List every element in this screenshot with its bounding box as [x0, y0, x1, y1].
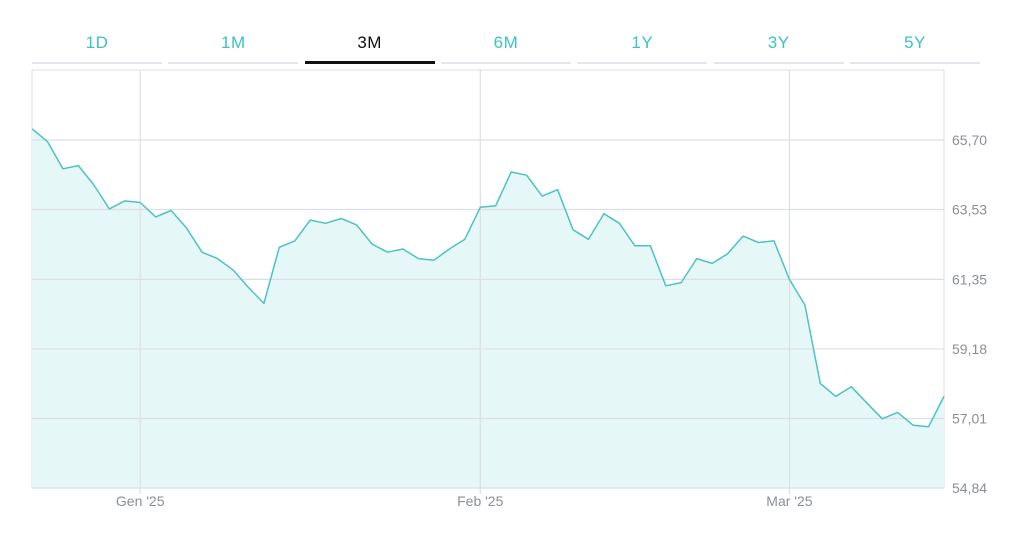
data-point: [31, 128, 33, 130]
y-tick-label: 59,18: [952, 341, 987, 357]
data-point: [247, 286, 249, 288]
data-point: [557, 189, 559, 191]
data-point: [665, 285, 667, 287]
data-point: [541, 195, 543, 197]
data-point: [186, 227, 188, 229]
data-point: [510, 171, 512, 173]
data-point: [866, 402, 868, 404]
data-point: [371, 243, 373, 245]
tab-label: 3Y: [767, 33, 790, 52]
tab-label: 3M: [357, 32, 382, 52]
data-point: [433, 259, 435, 261]
y-tick-label: 65,70: [952, 132, 987, 148]
data-point: [278, 246, 280, 248]
data-point: [139, 202, 141, 204]
data-point: [850, 386, 852, 388]
data-point: [588, 238, 590, 240]
tab-5y[interactable]: 5Y: [849, 24, 980, 64]
data-point: [201, 251, 203, 253]
data-point: [649, 245, 651, 247]
data-point: [479, 206, 481, 208]
data-point: [62, 168, 64, 170]
x-tick-label: Mar '25: [766, 493, 812, 509]
y-tick-label: 63,53: [952, 202, 987, 218]
data-point: [325, 222, 327, 224]
tab-label: 5Y: [904, 33, 926, 52]
data-point: [742, 235, 744, 237]
x-tick-label: Gen '25: [116, 493, 165, 509]
y-tick-label: 61,35: [952, 271, 987, 287]
data-point: [758, 242, 760, 244]
data-point: [897, 411, 899, 413]
data-point: [108, 208, 110, 210]
data-point: [603, 213, 605, 215]
data-point: [402, 248, 404, 250]
data-point: [309, 219, 311, 221]
data-point: [788, 278, 790, 280]
data-point: [464, 238, 466, 240]
data-point: [387, 251, 389, 253]
tab-1m[interactable]: 1M: [168, 24, 299, 64]
data-point: [417, 258, 419, 260]
price-line: [31, 128, 945, 428]
data-point: [696, 258, 698, 260]
data-point: [217, 258, 219, 260]
data-point: [912, 424, 914, 426]
data-point: [943, 395, 945, 397]
data-point: [47, 141, 49, 143]
data-point: [232, 269, 234, 271]
x-tick-label: Feb '25: [457, 493, 503, 509]
tab-label: 6M: [493, 33, 519, 52]
data-point: [804, 304, 806, 306]
tab-1y[interactable]: 1Y: [577, 24, 708, 64]
data-point: [294, 240, 296, 242]
data-point: [124, 200, 126, 202]
data-point: [526, 174, 528, 176]
data-point: [77, 165, 79, 167]
area-fill: [32, 128, 944, 489]
tab-label: 1Y: [631, 33, 654, 52]
tab-1d[interactable]: 1D: [32, 24, 162, 64]
timeframe-tabs: 1D 1M 3M 6M 1Y 3Y 5Y: [32, 24, 980, 66]
tab-6m[interactable]: 6M: [440, 24, 571, 64]
data-point: [819, 383, 821, 385]
data-point: [93, 184, 95, 186]
data-point: [263, 302, 265, 304]
data-point: [727, 253, 729, 255]
y-tick-label: 54,84: [952, 480, 987, 496]
tab-label: 1M: [221, 33, 246, 52]
data-point: [928, 426, 930, 428]
data-point: [340, 218, 342, 220]
price-chart[interactable]: 65,70 63,53 61,35 59,18 57,01 54,84 Gen '25 Feb…: [0, 66, 1024, 556]
data-point: [572, 229, 574, 231]
tab-3m[interactable]: 3M: [304, 24, 435, 64]
data-point: [773, 240, 775, 242]
data-point: [881, 418, 883, 420]
data-point: [711, 262, 713, 264]
y-tick-label: 57,01: [952, 410, 987, 426]
tab-label: 1D: [85, 33, 109, 52]
data-point: [835, 395, 837, 397]
data-point: [448, 248, 450, 250]
data-point: [618, 222, 620, 224]
data-point: [680, 282, 682, 284]
data-point: [356, 224, 358, 226]
data-point: [155, 216, 157, 218]
data-point: [495, 205, 497, 207]
tab-3y[interactable]: 3Y: [713, 24, 844, 64]
data-point: [634, 245, 636, 247]
data-point: [170, 210, 172, 212]
